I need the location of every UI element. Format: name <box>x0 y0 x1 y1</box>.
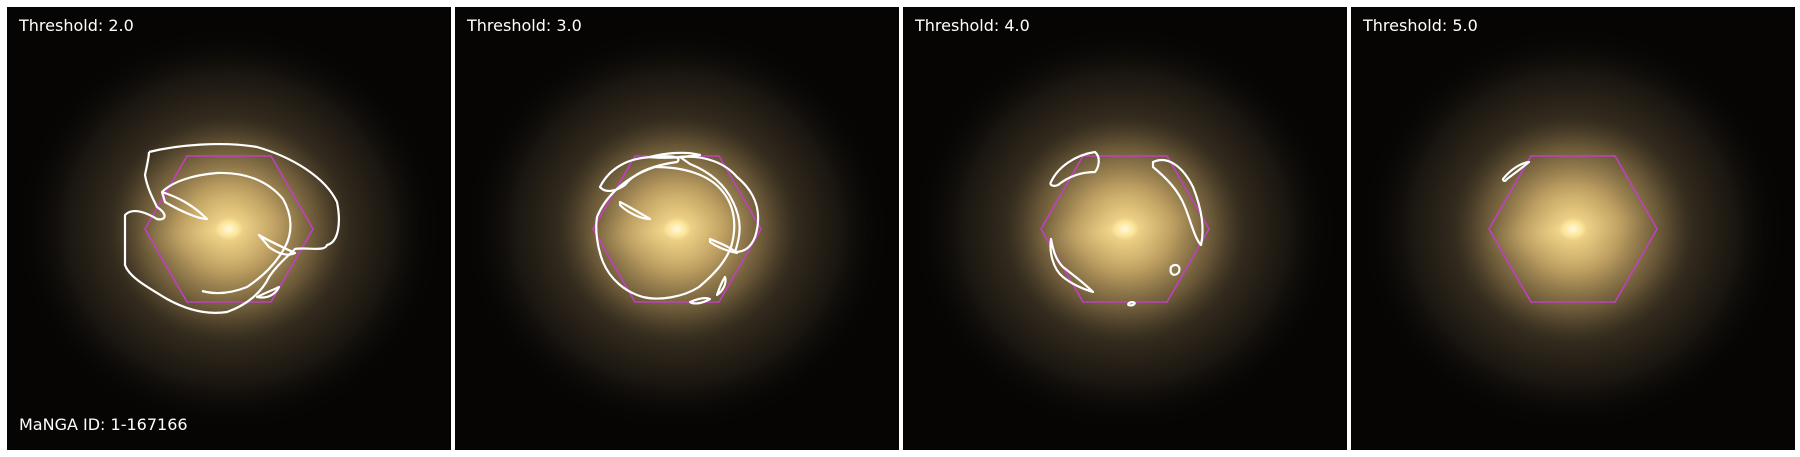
galaxy-image <box>1351 7 1795 450</box>
galaxy-image <box>455 7 899 450</box>
panel-threshold-2: Threshold: 2.0 MaNGA ID: 1-167166 <box>7 7 451 450</box>
threshold-label: Threshold: 5.0 <box>1363 16 1478 35</box>
threshold-label: Threshold: 2.0 <box>19 16 134 35</box>
panel-threshold-4: Threshold: 4.0 <box>903 7 1347 450</box>
galaxy-id-label: MaNGA ID: 1-167166 <box>19 415 188 434</box>
contours <box>123 142 340 314</box>
threshold-label: Threshold: 3.0 <box>467 16 582 35</box>
contours <box>595 151 760 305</box>
threshold-label: Threshold: 4.0 <box>915 16 1030 35</box>
ifu-hexagon <box>1040 155 1210 303</box>
panel-threshold-3: Threshold: 3.0 <box>455 7 899 450</box>
ifu-hexagon <box>592 155 762 303</box>
contours <box>1501 160 1531 182</box>
galaxy-image <box>903 7 1347 450</box>
panel-threshold-5: Threshold: 5.0 <box>1351 7 1795 450</box>
contours <box>1049 150 1204 307</box>
galaxy-image <box>7 7 451 450</box>
ifu-hexagon <box>144 155 314 303</box>
ifu-hexagon <box>1488 155 1658 303</box>
